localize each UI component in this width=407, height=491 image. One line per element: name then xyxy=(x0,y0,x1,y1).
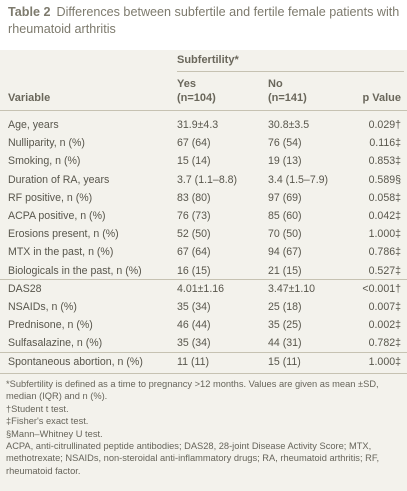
variable-cell: Prednisone, n (%) xyxy=(8,319,93,332)
no-cell: 19 (13) xyxy=(268,155,302,168)
p-value-cell: 0.786‡ xyxy=(368,246,401,259)
table-header: Subfertility* Yes (n=104) No (n=141) Var… xyxy=(0,50,407,110)
yes-cell: 76 (73) xyxy=(177,210,211,222)
variable-cell: ACPA positive, n (%) xyxy=(8,210,106,222)
no-cell: 97 (69) xyxy=(268,191,302,204)
yes-column-header: Yes (n=104) xyxy=(177,77,216,105)
p-value-cell: 1.000‡ xyxy=(368,228,401,241)
table-row: Nulliparity, n (%) 67 (64) 76 (54) 0.116‡ xyxy=(0,134,407,152)
yes-cell: 67 (64) xyxy=(177,137,211,150)
yes-cell: 83 (80) xyxy=(177,191,211,204)
yes-cell: 16 (15) xyxy=(177,264,211,277)
yes-cell: 3.7 (1.1–8.8) xyxy=(177,173,238,186)
yes-label: Yes xyxy=(177,78,196,90)
no-cell: 30.8±3.5 xyxy=(268,119,310,131)
table-number: Table 2 xyxy=(8,5,51,19)
variable-cell: RF positive, n (%) xyxy=(8,191,93,204)
p-value-cell: 0.029† xyxy=(368,119,401,131)
variable-cell: Spontaneous abortion, n (%) xyxy=(8,355,143,368)
no-cell: 76 (54) xyxy=(268,137,302,150)
yes-cell: 35 (34) xyxy=(177,337,211,350)
table-row: Sulfasalazine, n (%) 35 (34) 44 (31) 0.782‡ xyxy=(0,334,407,352)
variable-cell: NSAIDs, n (%) xyxy=(8,301,77,313)
no-cell: 35 (25) xyxy=(268,319,302,332)
variable-cell: Age, years xyxy=(8,119,59,131)
footnote: ACPA, anti-citrullinated peptide antibod… xyxy=(6,441,380,476)
table-row: Age, years 31.9±4.3 30.8±3.5 0.029† xyxy=(0,116,407,134)
variable-cell: Smoking, n (%) xyxy=(8,155,81,168)
table-row: Erosions present, n (%) 52 (50) 70 (50) 1.0… xyxy=(0,225,407,243)
no-column-header: No (n=141) xyxy=(268,77,307,105)
table-row: Duration of RA, years 3.7 (1.1–8.8) 3.4 (1… xyxy=(0,171,407,189)
table-title: Differences between subfertile and ferti… xyxy=(8,5,400,36)
no-cell: 15 (11) xyxy=(268,355,301,368)
p-value-cell: 0.589§ xyxy=(368,173,401,186)
variable-column-header: Variable xyxy=(8,92,51,104)
table-caption: Table 2 Differences between subfertile an… xyxy=(0,0,407,50)
table-row: Smoking, n (%) 15 (14) 19 (13) 0.853‡ xyxy=(0,152,407,170)
variable-cell: Sulfasalazine, n (%) xyxy=(8,337,103,350)
table-row: ACPA positive, n (%) 76 (73) 85 (60) 0.042‡ xyxy=(0,207,407,225)
variable-cell: MTX in the past, n (%) xyxy=(8,246,114,259)
header-rule xyxy=(0,110,407,111)
no-cell: 85 (60) xyxy=(268,210,302,222)
no-cell: 70 (50) xyxy=(268,228,302,241)
p-value-cell: 0.002‡ xyxy=(368,319,401,332)
subfertility-group-header: Subfertility* xyxy=(177,54,239,66)
variable-cell: Erosions present, n (%) xyxy=(8,228,119,241)
table-row: Prednisone, n (%) 46 (44) 35 (25) 0.002‡ xyxy=(0,316,407,334)
p-value-column-header: p Value xyxy=(362,92,401,104)
p-value-cell: 0.007‡ xyxy=(368,301,401,313)
variable-cell: Nulliparity, n (%) xyxy=(8,137,85,150)
yes-cell: 67 (64) xyxy=(177,246,211,259)
variable-cell: DAS28 xyxy=(8,282,42,295)
footnote: †Student t test. xyxy=(6,403,69,414)
table-row: NSAIDs, n (%) 35 (34) 25 (18) 0.007‡ xyxy=(0,298,407,316)
yes-cell: 35 (34) xyxy=(177,301,211,313)
p-value-cell: 0.782‡ xyxy=(368,337,401,350)
table-row: MTX in the past, n (%) 67 (64) 94 (67) 0.78… xyxy=(0,243,407,261)
p-value-cell: 0.853‡ xyxy=(368,155,401,168)
row-divider xyxy=(0,278,407,280)
no-cell: 94 (67) xyxy=(268,246,302,259)
no-label: No xyxy=(268,78,283,90)
table-bottom-rule xyxy=(0,373,407,374)
no-n: (n=141) xyxy=(268,92,307,104)
group-header-rule xyxy=(177,71,404,72)
table-row: RF positive, n (%) 83 (80) 97 (69) 0.058‡ xyxy=(0,189,407,207)
yes-cell: 31.9±4.3 xyxy=(177,119,219,131)
p-value-cell: <0.001† xyxy=(362,282,401,295)
p-value-cell: 0.042‡ xyxy=(368,210,401,222)
no-cell: 3.47±1.10 xyxy=(268,282,316,295)
variable-cell: Biologicals in the past, n (%) xyxy=(8,264,142,277)
footnote: §Mann–Whitney U test. xyxy=(6,428,103,439)
table-footnotes: *Subfertility is defined as a time to pr… xyxy=(6,378,402,477)
yes-cell: 52 (50) xyxy=(177,228,211,241)
p-value-cell: 0.058‡ xyxy=(368,191,401,204)
yes-cell: 11 (11) xyxy=(177,355,209,368)
yes-cell: 4.01±1.16 xyxy=(177,282,225,295)
yes-n: (n=104) xyxy=(177,92,216,104)
no-cell: 3.4 (1.5–7.9) xyxy=(268,173,329,186)
table-row: DAS28 4.01±1.16 3.47±1.10 <0.001† xyxy=(0,280,407,298)
no-cell: 25 (18) xyxy=(268,301,302,313)
no-cell: 44 (31) xyxy=(268,337,302,350)
p-value-cell: 1.000‡ xyxy=(368,355,401,368)
p-value-cell: 0.527‡ xyxy=(368,264,401,277)
p-value-cell: 0.116‡ xyxy=(369,137,401,150)
yes-cell: 46 (44) xyxy=(177,319,211,332)
footnote: *Subfertility is defined as a time to pr… xyxy=(6,379,379,402)
variable-cell: Duration of RA, years xyxy=(8,173,110,186)
footnote: ‡Fisher's exact test. xyxy=(6,416,89,427)
yes-cell: 15 (14) xyxy=(177,155,211,168)
table-row: Spontaneous abortion, n (%) 11 (11) 15 (11… xyxy=(0,353,407,371)
table-row: Biologicals in the past, n (%) 16 (15) 21 … xyxy=(0,262,407,280)
row-divider xyxy=(0,351,407,353)
no-cell: 21 (15) xyxy=(268,264,302,277)
